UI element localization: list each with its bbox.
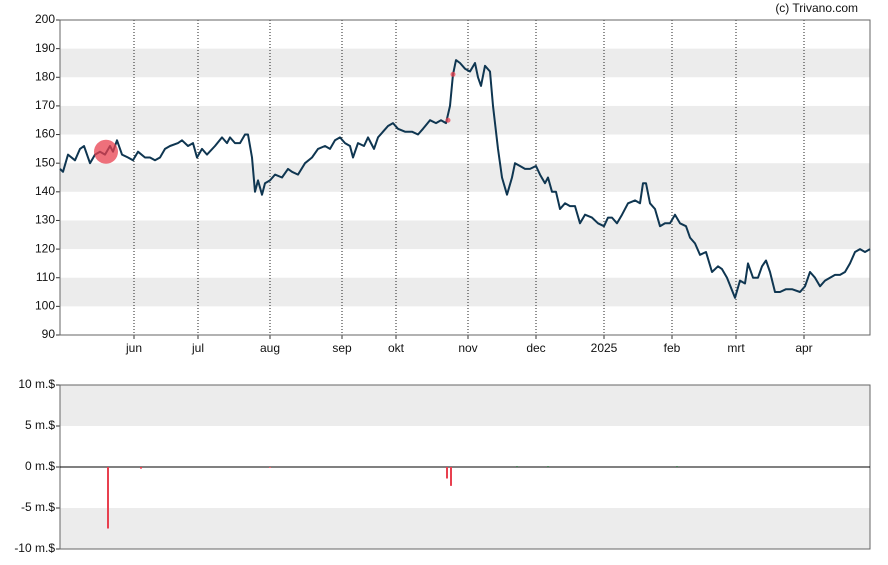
x-tick-label: jul <box>191 341 204 355</box>
y-tick-label: 140 <box>35 184 55 198</box>
y-tick-label: 110 <box>36 270 55 284</box>
grid-band <box>60 508 870 549</box>
x-tick-label: aug <box>260 341 280 355</box>
y-tick-label: 90 <box>42 327 56 341</box>
x-tick-label: jun <box>125 341 142 355</box>
grid-band <box>60 105 870 135</box>
y-tick-label: 5 m.$ <box>25 418 55 432</box>
event-marker <box>445 117 451 123</box>
y-tick-label: 170 <box>35 98 55 112</box>
bar <box>547 466 549 467</box>
x-tick-label: okt <box>388 341 405 355</box>
event-marker <box>450 71 456 77</box>
x-tick-label: mrt <box>727 341 745 355</box>
y-tick-label: -5 m.$ <box>21 500 55 514</box>
bar <box>140 467 142 469</box>
bar <box>269 467 271 468</box>
bar <box>107 467 109 529</box>
x-tick-label: 2025 <box>591 341 618 355</box>
y-tick-label: 130 <box>35 213 55 227</box>
y-tick-label: 160 <box>35 127 55 141</box>
grid-band <box>60 385 870 426</box>
plot-frame <box>59 19 871 336</box>
grid-band <box>60 277 870 307</box>
x-tick-label: dec <box>526 341 545 355</box>
grid-band <box>60 48 870 78</box>
y-tick-label: 10 m.$ <box>18 377 55 391</box>
y-tick-label: 150 <box>35 155 55 169</box>
bar <box>450 467 452 486</box>
bar <box>446 467 448 479</box>
watermark: (c) Trivano.com <box>775 1 858 15</box>
grid-band <box>60 220 870 250</box>
y-tick-label: 100 <box>35 299 55 313</box>
bar <box>676 466 678 467</box>
x-tick-label: feb <box>664 341 681 355</box>
y-tick-label: 120 <box>35 241 55 255</box>
x-tick-label: nov <box>458 341 477 355</box>
price-line <box>59 59 871 299</box>
x-tick-label: sep <box>332 341 352 355</box>
grid-band <box>60 163 870 192</box>
y-tick-label: 180 <box>35 69 55 83</box>
y-tick-label: 0 m.$ <box>25 459 55 473</box>
bar <box>516 466 518 467</box>
event-marker <box>94 139 118 164</box>
y-tick-label: 200 <box>35 12 55 26</box>
y-tick-label: -10 m.$ <box>14 541 55 555</box>
x-tick-label: apr <box>795 341 812 355</box>
y-tick-label: 190 <box>35 41 55 55</box>
